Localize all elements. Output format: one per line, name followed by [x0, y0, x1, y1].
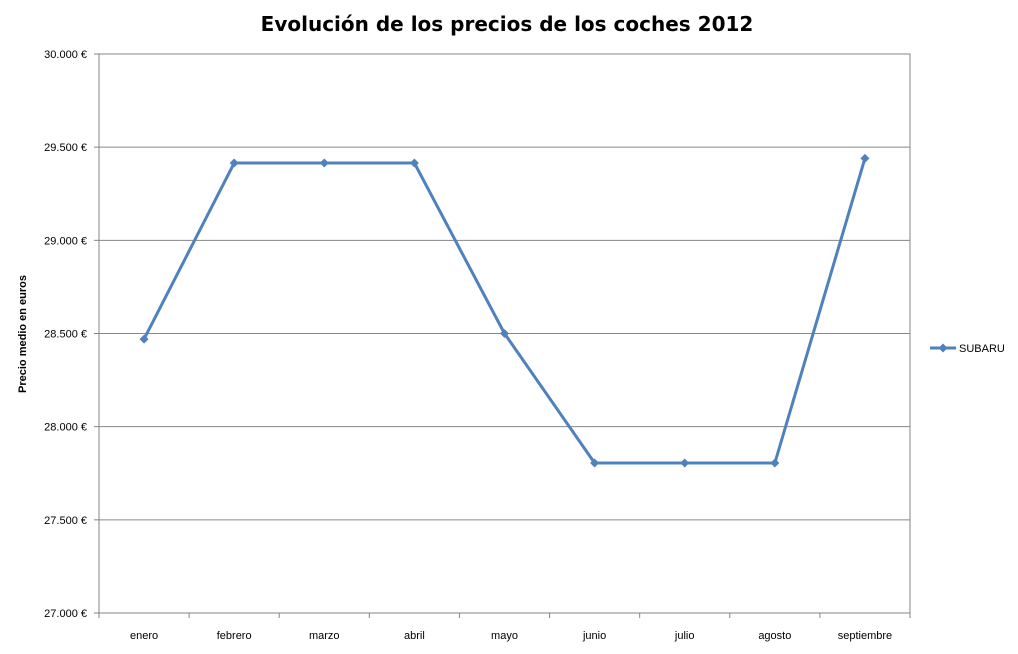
- x-tick-label: agosto: [758, 630, 791, 642]
- chart-title: Evolución de los precios de los coches 2…: [261, 12, 754, 36]
- y-tick-label: 27.500 €: [44, 515, 87, 527]
- x-tick-label: enero: [130, 630, 158, 642]
- data-point: [229, 158, 239, 168]
- series-layer: [139, 153, 870, 468]
- series-line: [142, 157, 867, 465]
- data-point: [409, 158, 419, 168]
- data-point: [680, 458, 690, 468]
- data-point: [860, 153, 870, 163]
- x-axis-ticks: enero febrero marzo abril mayo junio julio agos…: [98, 613, 911, 642]
- data-point: [500, 329, 509, 338]
- x-tick-label: junio: [582, 630, 606, 642]
- x-tick-label: abril: [404, 630, 425, 642]
- y-tick-label: 28.000 €: [44, 422, 87, 434]
- data-point: [319, 158, 329, 168]
- y-tick-label: 30.000 €: [44, 49, 87, 61]
- data-point: [590, 458, 600, 468]
- legend: SUBARU: [930, 343, 1005, 355]
- y-tick-label: 29.000 €: [44, 235, 87, 247]
- data-point: [139, 334, 149, 344]
- x-tick-label: mayo: [491, 630, 518, 642]
- x-tick-label: septiembre: [838, 630, 892, 642]
- y-axis-title: Precio medio en euros: [17, 275, 29, 393]
- y-tick-label: 29.500 €: [44, 142, 87, 154]
- x-tick-label: febrero: [217, 630, 252, 642]
- y-axis-ticks: 27.000 € 27.500 € 28.000 € 28.500 € 29.000 €…: [44, 49, 99, 620]
- y-tick-label: 27.000 €: [44, 608, 87, 620]
- legend-marker: [938, 343, 948, 353]
- x-tick-label: julio: [674, 630, 695, 642]
- data-point: [770, 458, 780, 468]
- legend-label: SUBARU: [959, 343, 1005, 355]
- y-tick-label: 28.500 €: [44, 329, 87, 341]
- x-tick-label: marzo: [309, 630, 340, 642]
